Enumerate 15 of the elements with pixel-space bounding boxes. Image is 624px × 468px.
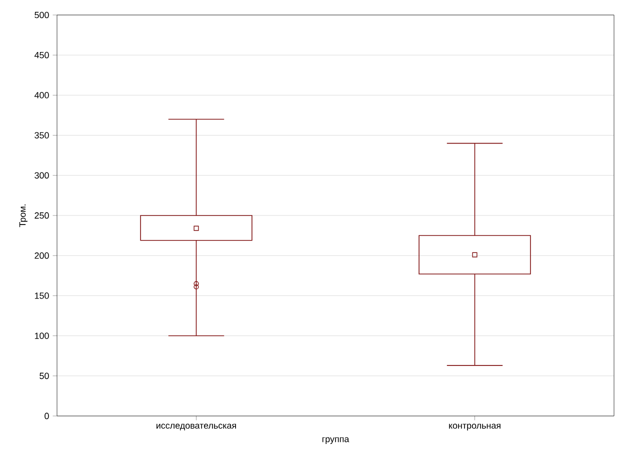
y-tick-label: 0 [44,412,49,420]
y-tick-label: 300 [34,172,49,179]
y-tick-label: 350 [34,132,49,138]
y-tick-label: 150 [34,292,49,299]
x-tick-label: исследовательская [156,424,236,430]
y-tick-label: 400 [34,92,49,98]
y-tick-label: 250 [34,212,49,219]
y-tick-label: 450 [34,52,49,58]
y-tick-label: 500 [34,12,49,18]
x-axis-title: группа [322,437,350,444]
y-tick-label: 100 [34,332,49,339]
x-tick-label: контрольная [449,424,500,430]
y-axis-title: Тром. [19,204,28,228]
y-tick-label: 50 [40,372,49,380]
y-tick-label: 200 [34,252,49,259]
